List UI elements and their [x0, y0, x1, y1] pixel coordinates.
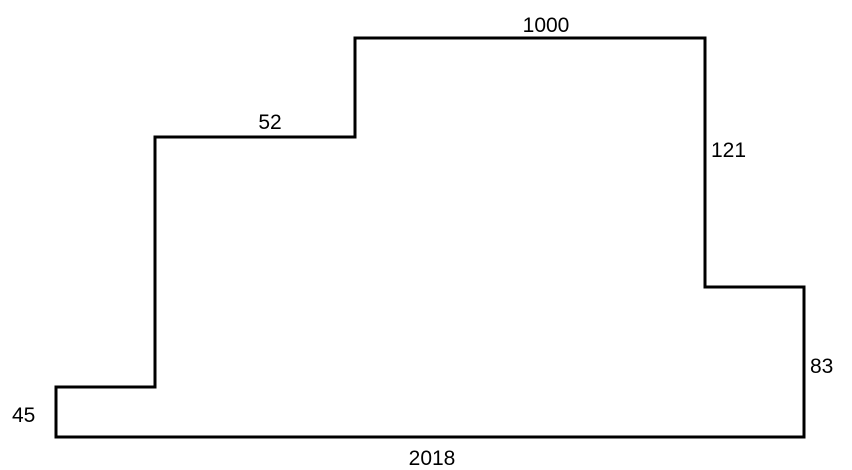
label-right-upper: 121: [711, 139, 746, 162]
label-bottom: 2018: [409, 447, 456, 470]
label-top: 1000: [523, 14, 570, 37]
label-right-lower: 83: [810, 355, 833, 378]
label-left-lower: 45: [12, 404, 35, 427]
label-upper-left-step: 52: [258, 111, 281, 134]
stepped-outline: [54, 36, 806, 439]
